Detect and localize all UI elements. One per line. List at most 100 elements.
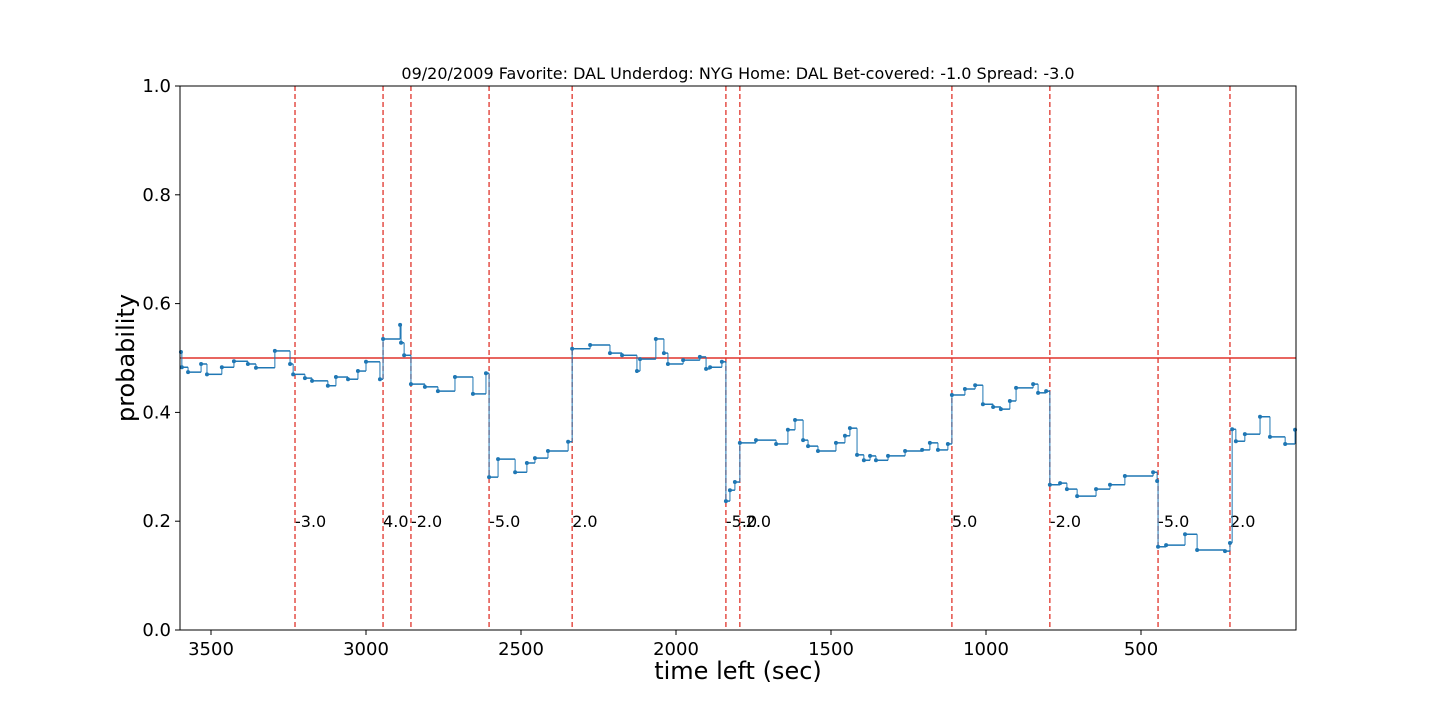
point [697, 354, 702, 359]
event-label: 2.0 [572, 512, 597, 531]
point [973, 383, 978, 388]
point [402, 353, 407, 358]
x-tick-label: 2500 [498, 639, 544, 660]
point [524, 460, 529, 465]
point [355, 369, 360, 374]
point [1164, 543, 1169, 548]
point [219, 365, 224, 370]
plot-area: 0.0 0.2 0.4 0.6 0.8 1.0 3500 3000 2500 2000 1500 10… [142, 76, 1298, 660]
point [861, 458, 866, 463]
point [1031, 382, 1036, 387]
event-label: -3.0 [295, 512, 326, 531]
point [1064, 487, 1069, 492]
point [199, 361, 204, 366]
point [325, 383, 330, 388]
point [408, 382, 413, 387]
point [927, 440, 932, 445]
x-tick-label: 3000 [343, 639, 389, 660]
point [1242, 432, 1247, 437]
point [732, 480, 737, 485]
point [399, 340, 404, 345]
point [815, 449, 820, 454]
point [381, 336, 386, 341]
point [513, 470, 518, 475]
point [842, 433, 847, 438]
point [1183, 532, 1188, 537]
point [1233, 439, 1238, 444]
y-tick-label: 0.4 [142, 402, 171, 423]
point [1195, 548, 1200, 553]
point [753, 438, 758, 443]
point [310, 378, 315, 383]
point [708, 365, 713, 370]
event-label: -5.0 [1158, 512, 1189, 531]
point [179, 365, 184, 370]
point [204, 372, 209, 377]
event-label: -2.0 [411, 512, 442, 531]
point [737, 440, 742, 445]
point [607, 351, 612, 356]
point [1151, 470, 1156, 475]
point [186, 370, 191, 375]
event-label: -5.0 [489, 512, 520, 531]
y-tick-label: 0.8 [142, 185, 171, 206]
point [364, 359, 368, 364]
point [272, 348, 277, 353]
point [980, 402, 985, 407]
point [847, 426, 852, 431]
point [1223, 549, 1228, 554]
point [833, 440, 838, 445]
event-label: -2.0 [740, 512, 771, 531]
point [1058, 481, 1063, 486]
chart-title: 09/20/2009 Favorite: DAL Underdog: NYG H… [401, 64, 1074, 83]
series [178, 322, 1298, 554]
point [245, 361, 250, 366]
point [945, 441, 950, 446]
point [253, 365, 258, 370]
point [302, 376, 307, 381]
point [483, 371, 488, 376]
point [920, 447, 925, 452]
point [634, 369, 639, 374]
point [998, 407, 1003, 412]
point [873, 458, 878, 463]
point [886, 453, 891, 458]
point [868, 453, 873, 458]
point [723, 499, 728, 504]
point [962, 387, 967, 392]
x-axis-label: time left (sec) [654, 657, 822, 685]
x-tick-label: 1000 [963, 639, 1009, 660]
x-tick-label: 1500 [808, 639, 854, 660]
point [1227, 540, 1232, 545]
point [545, 449, 550, 454]
x-tick-label: 2000 [653, 639, 699, 660]
point [1230, 427, 1235, 432]
event-label: -2.0 [1050, 512, 1081, 531]
point [291, 372, 296, 377]
point [949, 392, 954, 397]
point [470, 391, 475, 396]
point [1155, 478, 1160, 483]
point [806, 444, 811, 449]
y-tick-label: 1.0 [142, 76, 171, 97]
y-tick-label: 0.0 [142, 620, 171, 641]
point [903, 449, 908, 454]
point [991, 404, 996, 409]
point [719, 359, 724, 364]
point [333, 375, 338, 380]
event-label: -5.0 [726, 512, 757, 531]
point [1156, 544, 1161, 549]
point [532, 456, 537, 461]
point [681, 358, 686, 363]
point [793, 418, 798, 423]
y-tick-label: 0.6 [142, 294, 171, 315]
point [1044, 389, 1049, 394]
point [422, 384, 427, 389]
point [1094, 487, 1099, 492]
point [1047, 482, 1052, 487]
point [704, 366, 709, 371]
point [398, 322, 403, 327]
event-label: 5.0 [952, 512, 977, 531]
point [1007, 398, 1012, 403]
